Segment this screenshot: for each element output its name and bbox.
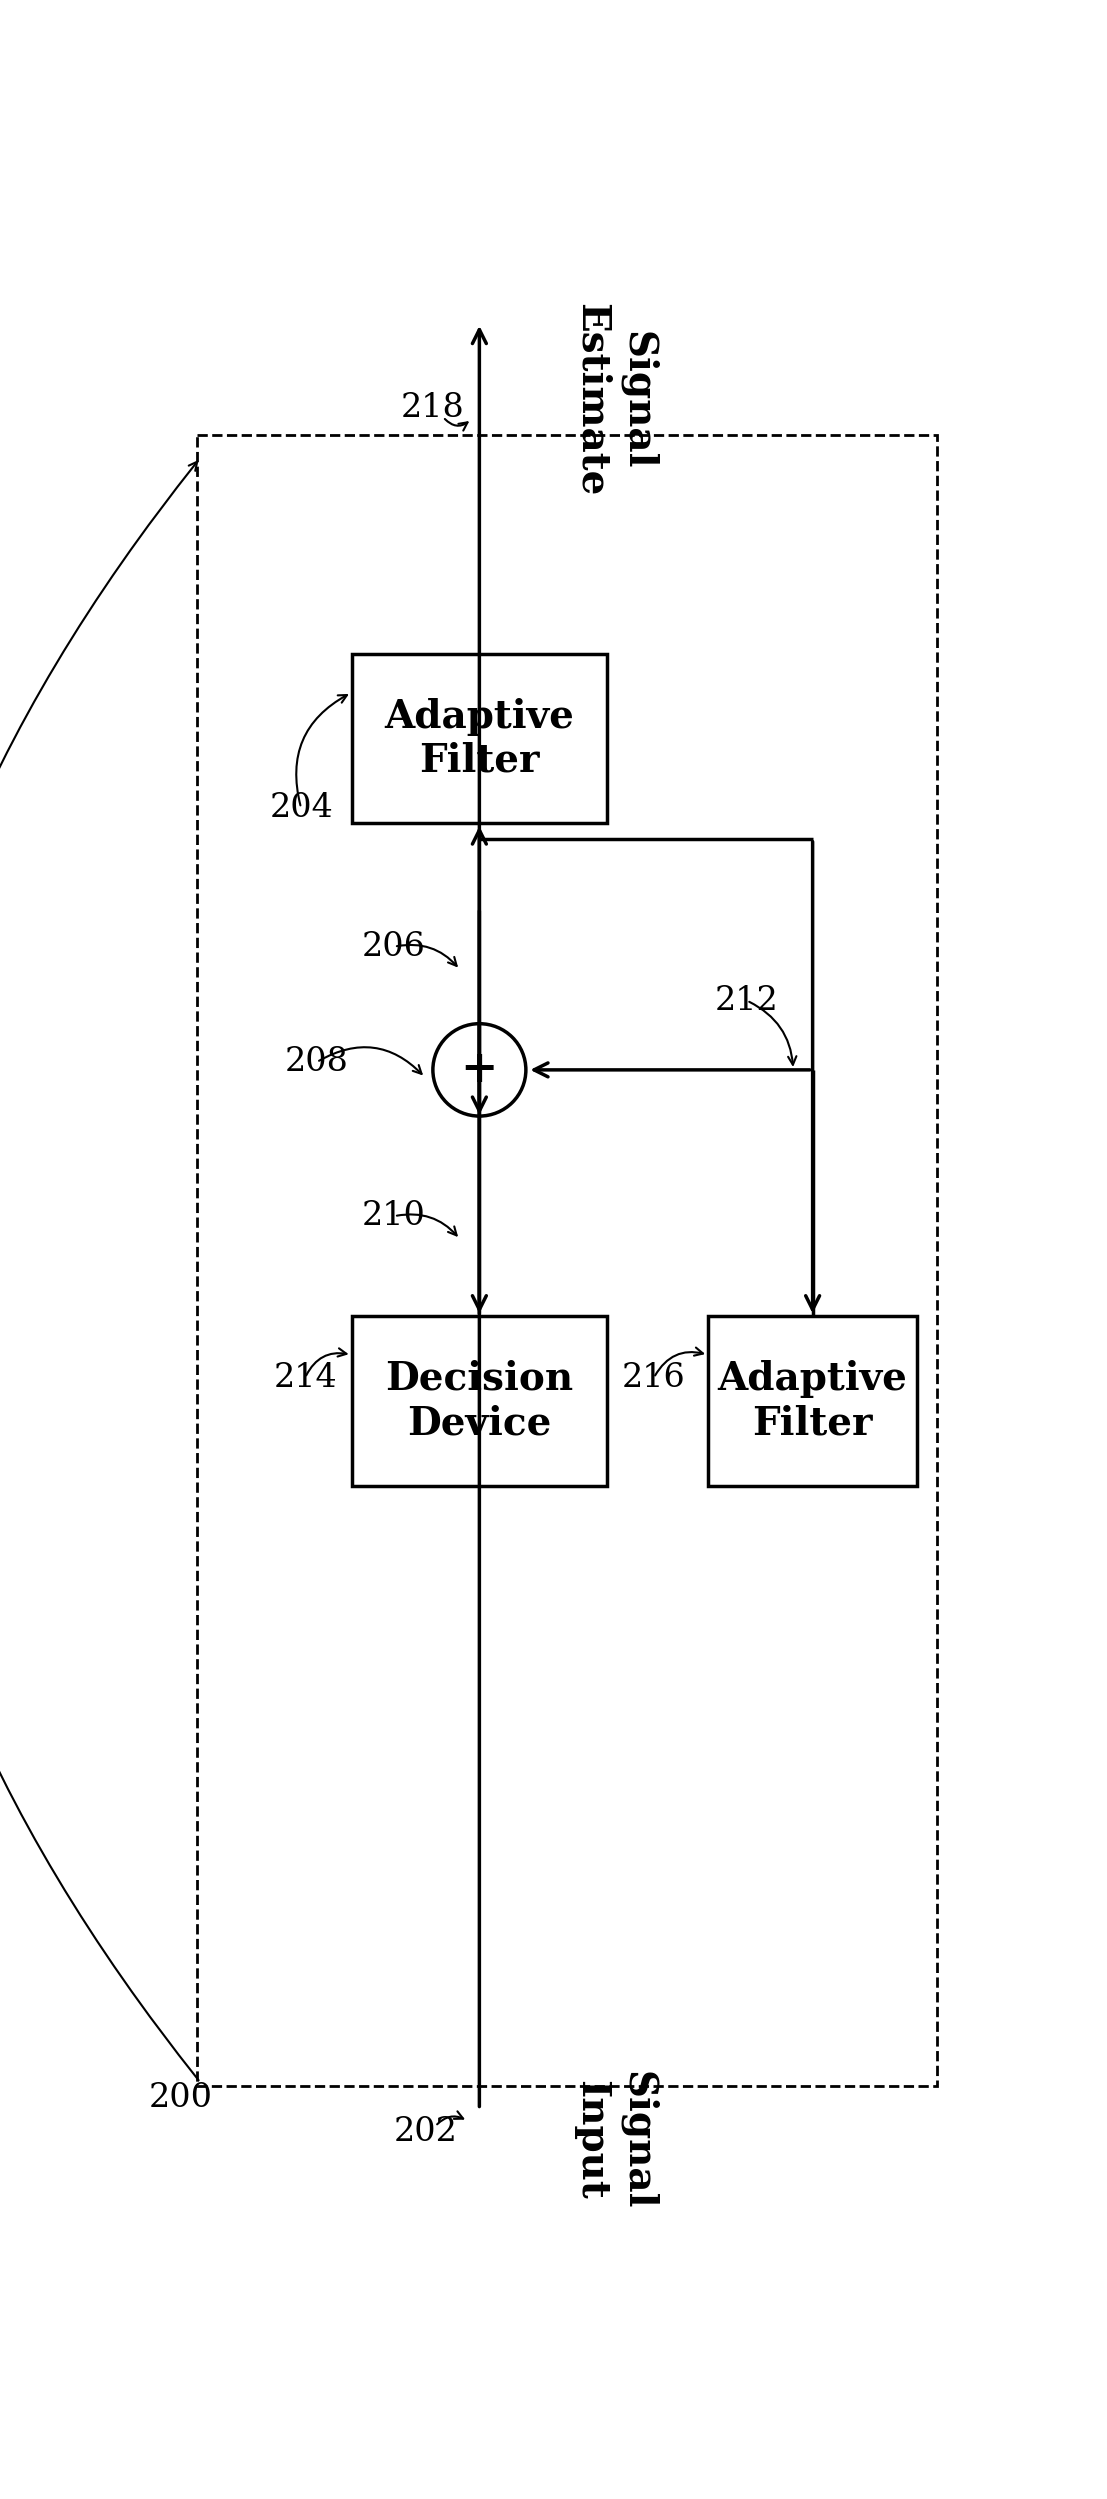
- Text: Estimate: Estimate: [572, 302, 610, 497]
- Text: 214: 214: [273, 1362, 337, 1394]
- Text: 204: 204: [269, 792, 333, 825]
- Text: Signal: Signal: [619, 2072, 658, 2209]
- Text: 206: 206: [362, 930, 426, 962]
- Text: Adaptive: Adaptive: [717, 1359, 908, 1397]
- Text: 208: 208: [284, 1047, 349, 1077]
- Text: 200: 200: [149, 2082, 213, 2114]
- Text: Decision: Decision: [385, 1359, 573, 1397]
- Text: 212: 212: [715, 985, 778, 1017]
- Text: Adaptive: Adaptive: [384, 697, 575, 735]
- Text: 210: 210: [362, 1200, 426, 1232]
- Bar: [197, 435, 937, 2087]
- Text: Input: Input: [572, 2079, 610, 2199]
- Text: 218: 218: [401, 392, 465, 425]
- Text: +: +: [461, 1050, 498, 1092]
- Text: Device: Device: [407, 1404, 551, 1442]
- Text: Filter: Filter: [420, 742, 539, 780]
- Text: 202: 202: [393, 2117, 457, 2149]
- Text: Filter: Filter: [753, 1404, 873, 1442]
- Text: Signal: Signal: [619, 330, 658, 470]
- Bar: [708, 1317, 918, 1487]
- Bar: [352, 1317, 608, 1487]
- Bar: [352, 655, 608, 825]
- Text: 216: 216: [622, 1362, 685, 1394]
